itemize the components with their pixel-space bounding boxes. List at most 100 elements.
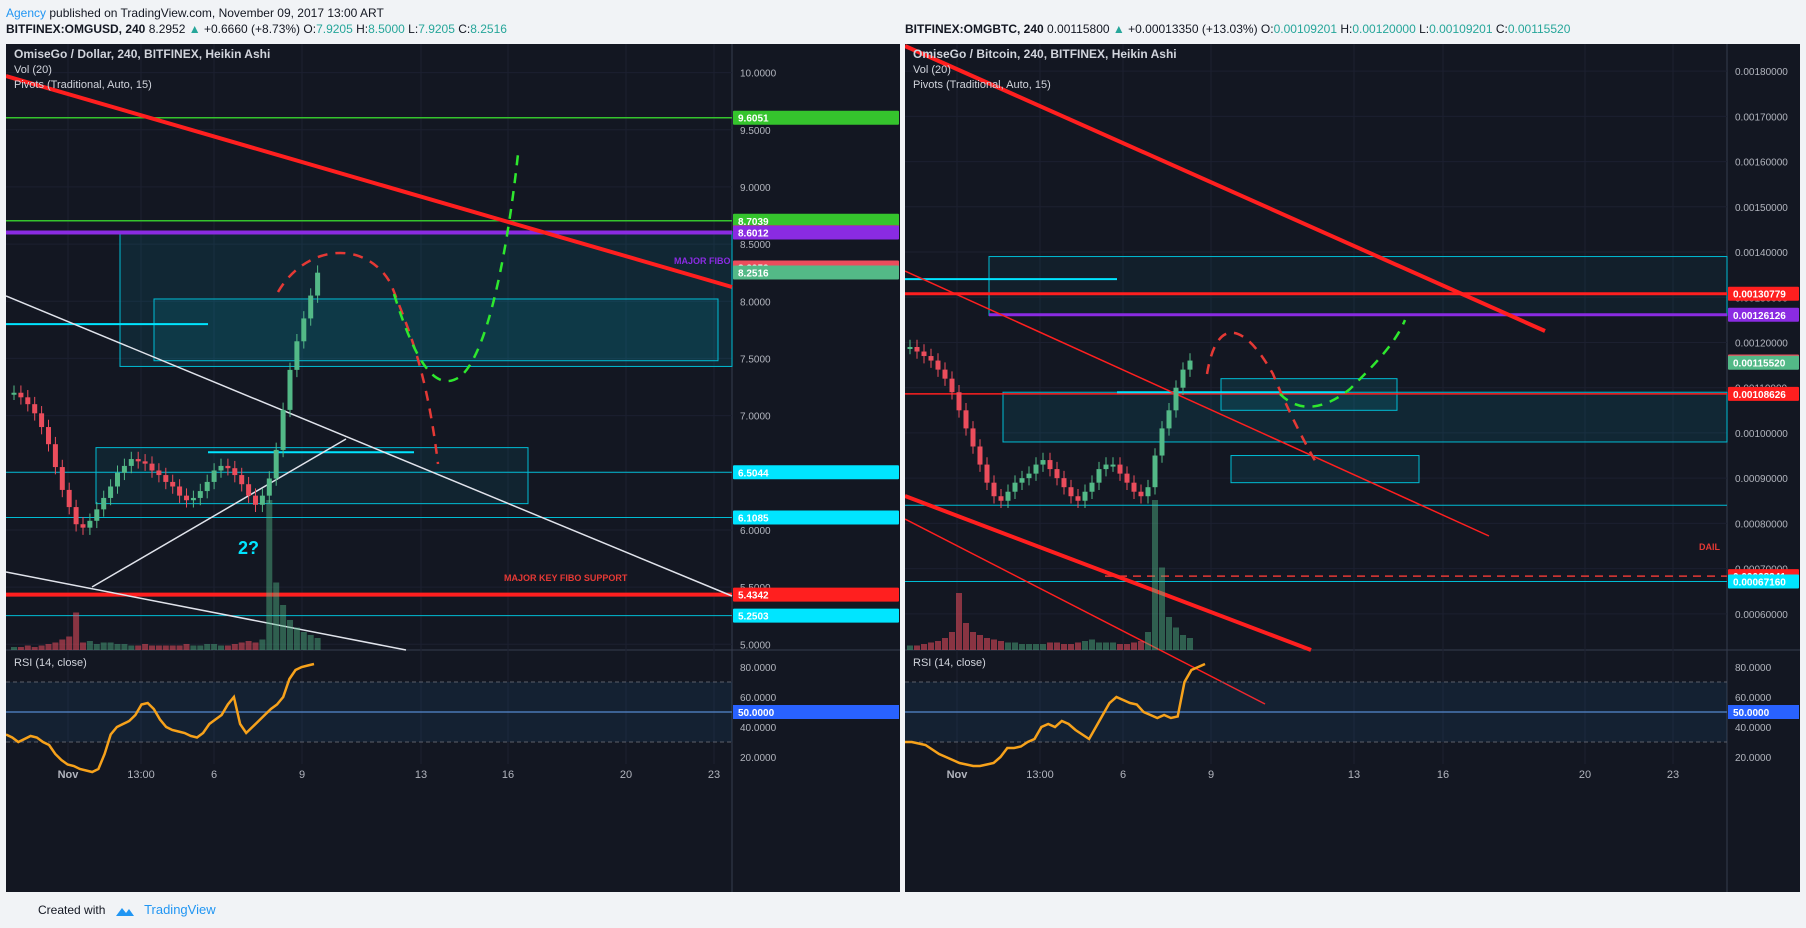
- volume-bar: [935, 641, 941, 650]
- candle-body: [253, 495, 258, 505]
- candle-body: [18, 392, 24, 398]
- left-up-arrow-icon: ▲: [188, 22, 201, 36]
- author-link[interactable]: Agency: [6, 6, 47, 20]
- left-ticker: BITFINEX:OMGUSD, 240: [6, 22, 146, 36]
- right-high-label: H:: [1340, 22, 1353, 36]
- x-tick-label: 13:00: [1026, 769, 1054, 781]
- chart-canvas-omgbtc[interactable]: 0.00180000 0.00170000 0.00160000 0.00150000…: [905, 44, 1800, 892]
- y-tick-label: 7.5000: [740, 354, 771, 365]
- price-label-text: 8.7039: [738, 217, 769, 228]
- candle-body: [301, 318, 307, 342]
- candle-body: [232, 468, 238, 476]
- candle-body: [128, 459, 134, 466]
- candle-body: [225, 465, 231, 469]
- x-tick-label: 13: [1348, 769, 1360, 781]
- volume-bar: [45, 644, 52, 650]
- price-label-badge: [733, 110, 899, 125]
- y-tick-label: 9.5000: [740, 126, 771, 137]
- left-close: 8.2516: [470, 22, 507, 36]
- volume-bar: [24, 645, 31, 650]
- volume-bar: [31, 647, 38, 650]
- publish-text: published on TradingView.com, November 0…: [49, 6, 384, 20]
- candle-body: [246, 484, 252, 496]
- chart-background: [905, 44, 1800, 892]
- channel-upper-line: [905, 270, 1490, 537]
- volume-bar: [52, 642, 59, 650]
- volume-bar: [149, 645, 155, 650]
- x-tick-label: 6: [1120, 769, 1126, 781]
- volume-bar: [1110, 642, 1116, 650]
- rsi-y-tick: 20.0000: [1735, 753, 1772, 764]
- y-tick-label: 0.00060000: [1735, 610, 1788, 621]
- candle-body: [1117, 464, 1123, 474]
- candle-body: [1110, 464, 1116, 467]
- rsi-y-tick: 60.0000: [1735, 693, 1772, 704]
- candle-body: [1103, 464, 1109, 470]
- demand-zone-box: [1002, 391, 1728, 443]
- candle-body: [921, 351, 927, 357]
- candle-body: [907, 347, 913, 349]
- volume-bar: [162, 645, 169, 650]
- candle-body: [315, 272, 321, 296]
- right-ticker: BITFINEX:OMGBTC, 240: [905, 22, 1044, 36]
- y-tick-label: 0.00160000: [1735, 158, 1788, 169]
- bullish-projection-path: [1279, 319, 1407, 408]
- footer: Created with TradingView: [38, 902, 216, 917]
- volume-bar: [1005, 642, 1011, 650]
- annotation-key-fibo-support: MAJOR KEY FIBO SUPPORT: [504, 573, 628, 583]
- volume-bar: [169, 645, 176, 650]
- chart-panel-omgbtc[interactable]: 0.00180000 0.00170000 0.00160000 0.00150000…: [905, 44, 1800, 892]
- rsi-y-tick: 40.0000: [1735, 723, 1772, 734]
- volume-bar: [928, 642, 934, 650]
- rsi-level-badge: [1728, 705, 1799, 719]
- candle-body: [1145, 487, 1151, 497]
- rsi-y-tick: 60.0000: [740, 693, 777, 704]
- y-tick-label: 0.00120000: [1735, 338, 1788, 349]
- candle-body: [1152, 455, 1158, 488]
- candle-body: [52, 444, 58, 468]
- triangle-lower-line: [6, 571, 407, 651]
- volume-bar: [204, 644, 211, 650]
- candle-body: [1089, 482, 1095, 492]
- candle-body: [142, 461, 148, 464]
- ascending-trendline: [91, 438, 347, 588]
- candle-body: [108, 486, 114, 498]
- volume-bar: [211, 644, 218, 650]
- rsi-y-tick: 40.0000: [740, 723, 777, 734]
- candle-body: [25, 397, 31, 405]
- price-label-badge: [733, 510, 899, 525]
- tradingview-link[interactable]: TradingView: [144, 902, 216, 917]
- volume-bar: [59, 639, 66, 650]
- chart-panel-omgusd[interactable]: 10.0000 9.5000 9.0000 8.5000 8.0000 7.5000 7.0…: [6, 44, 900, 892]
- upper-zone-box: [988, 256, 1728, 316]
- price-label-text: 6.5044: [738, 468, 769, 479]
- right-high: 0.00120000: [1352, 22, 1416, 36]
- volume-bar: [86, 641, 93, 650]
- chart-canvas-omgusd[interactable]: 10.0000 9.5000 9.0000 8.5000 8.0000 7.5000 7.0…: [6, 44, 900, 892]
- volume-bar: [1159, 567, 1165, 650]
- volume-bar: [231, 644, 238, 650]
- volume-bar: [190, 645, 197, 650]
- y-tick-label: 0.00080000: [1735, 519, 1788, 530]
- x-tick-label: 16: [1437, 769, 1449, 781]
- candle-body: [1054, 469, 1060, 479]
- candle-body: [121, 465, 127, 473]
- chart-legend-line: Pivots (Traditional, Auto, 15): [14, 79, 152, 91]
- y-tick-label: 8.5000: [740, 240, 771, 251]
- candle-body: [963, 410, 969, 429]
- volume-bar: [1152, 500, 1158, 650]
- rsi-y-tick: 80.0000: [740, 663, 777, 674]
- x-tick-label: 9: [1208, 769, 1214, 781]
- y-tick-label: 10.0000: [740, 69, 777, 80]
- candle-body: [984, 464, 990, 483]
- candle-body: [1159, 428, 1165, 456]
- volume-bar: [280, 605, 287, 650]
- chart-legend-line: Vol (20): [913, 64, 951, 76]
- right-close: 0.00115520: [1507, 22, 1571, 36]
- candle-body: [991, 482, 997, 497]
- candle-body: [266, 478, 272, 496]
- volume-bar: [238, 642, 245, 650]
- inner-zone-box: [153, 298, 719, 362]
- candle-body: [204, 481, 210, 492]
- x-tick-label: 23: [708, 769, 720, 781]
